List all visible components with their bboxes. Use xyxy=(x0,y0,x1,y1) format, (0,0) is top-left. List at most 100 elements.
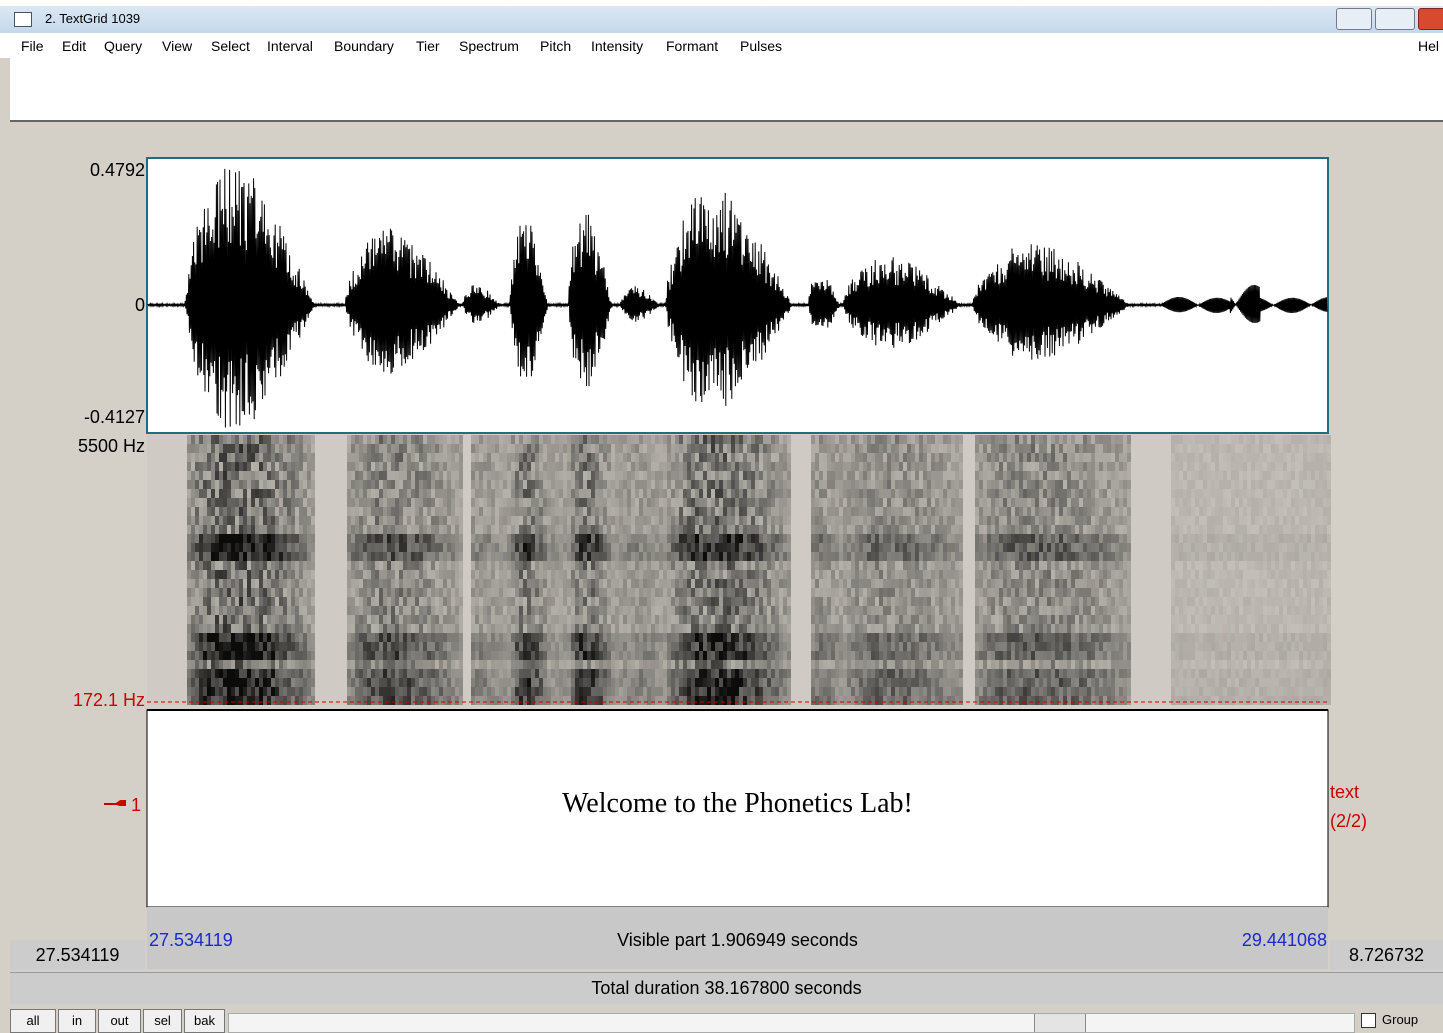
spectrogram-cell xyxy=(611,651,615,660)
spectrogram-cell xyxy=(599,525,603,534)
spectrogram-cell xyxy=(495,651,499,660)
spectrogram-cell xyxy=(411,525,415,534)
spectrogram-cell xyxy=(695,543,699,552)
spectrogram-cell xyxy=(203,435,207,444)
spectrogram-cell xyxy=(499,678,503,687)
spectrogram-cell xyxy=(235,462,239,471)
spectrogram-cell xyxy=(327,642,331,651)
spectrogram-cell xyxy=(531,642,535,651)
spectrogram-cell xyxy=(475,525,479,534)
spectrogram-cell xyxy=(331,588,335,597)
spectrogram-cell xyxy=(467,678,471,687)
spectrogram-cell xyxy=(751,687,755,696)
spectrogram-cell xyxy=(347,678,351,687)
spectrogram-cell xyxy=(463,633,467,642)
spectrogram-cell xyxy=(323,570,327,579)
spectrogram-cell xyxy=(295,525,299,534)
spectrogram-cell xyxy=(423,570,427,579)
spectrogram-cell xyxy=(415,624,419,633)
spectrogram-cell xyxy=(515,624,519,633)
spectrogram-cell xyxy=(683,444,687,453)
spectrogram-cell xyxy=(563,678,567,687)
spectrogram-cell xyxy=(639,453,643,462)
spectrogram-cell xyxy=(211,615,215,624)
spectrogram-cell xyxy=(231,687,235,696)
spectrogram-cell xyxy=(679,696,683,705)
spectrogram-cell xyxy=(735,543,739,552)
spectrogram-cell xyxy=(571,588,575,597)
spectrogram-cell xyxy=(231,678,235,687)
spectrogram-cell xyxy=(611,552,615,561)
spectrogram-cell xyxy=(555,615,559,624)
spectrogram-cell xyxy=(239,462,243,471)
spectrogram-cell xyxy=(639,489,643,498)
spectrogram-cell xyxy=(483,552,487,561)
spectrogram-cell xyxy=(767,543,771,552)
spectrogram-cell xyxy=(147,516,151,525)
spectrogram-cell xyxy=(671,435,675,444)
spectrogram-cell xyxy=(767,606,771,615)
spectrogram-cell xyxy=(559,543,563,552)
spectrogram-cell xyxy=(547,453,551,462)
spectrogram-cell xyxy=(191,480,195,489)
spectrogram-cell xyxy=(195,516,199,525)
spectrogram-cell xyxy=(347,651,351,660)
spectrogram-cell xyxy=(259,678,263,687)
spectrogram-cell xyxy=(567,579,571,588)
spectrogram-cell xyxy=(323,642,327,651)
spectrogram-cell xyxy=(631,687,635,696)
spectrogram-cell xyxy=(451,624,455,633)
spectrogram-cell xyxy=(195,489,199,498)
spectrogram-cell xyxy=(459,642,463,651)
spectrogram-cell xyxy=(703,534,707,543)
spectrogram-cell xyxy=(719,525,723,534)
spectrogram-cell xyxy=(703,435,707,444)
spectrogram-cell xyxy=(263,660,267,669)
spectrogram-cell xyxy=(223,489,227,498)
spectrogram-cell xyxy=(635,660,639,669)
spectrogram-cell xyxy=(707,588,711,597)
spectrogram-cell xyxy=(443,660,447,669)
spectrogram-cell xyxy=(383,660,387,669)
spectrogram-cell xyxy=(347,624,351,633)
spectrogram-cell xyxy=(375,561,379,570)
spectrogram-cell xyxy=(551,642,555,651)
spectrogram-cell xyxy=(283,696,287,705)
spectrogram-cell xyxy=(427,525,431,534)
spectrogram-cell xyxy=(803,588,807,597)
spectrogram-cell xyxy=(719,579,723,588)
spectrogram-cell xyxy=(331,516,335,525)
spectrogram-cell xyxy=(707,687,711,696)
spectrogram-cell xyxy=(187,525,191,534)
spectrogram-cell xyxy=(611,453,615,462)
spectrogram-cell xyxy=(319,579,323,588)
spectrogram-cell xyxy=(579,651,583,660)
spectrogram-cell xyxy=(403,561,407,570)
spectrogram-cell xyxy=(507,597,511,606)
spectrogram-cell xyxy=(467,543,471,552)
spectrogram-cell xyxy=(391,588,395,597)
spectrogram-cell xyxy=(399,471,403,480)
spectrogram-cell xyxy=(279,588,283,597)
spectrogram-cell xyxy=(311,453,315,462)
spectrogram-cell xyxy=(287,561,291,570)
spectrogram-cell xyxy=(531,543,535,552)
spectrogram-cell xyxy=(443,435,447,444)
spectrogram-cell xyxy=(643,534,647,543)
spectrogram-cell xyxy=(323,687,327,696)
spectrogram-cell xyxy=(371,642,375,651)
spectrogram-cell xyxy=(727,561,731,570)
spectrogram-cell xyxy=(507,444,511,453)
spectrogram-cell xyxy=(419,507,423,516)
spectrogram-cell xyxy=(471,570,475,579)
spectrogram-cell xyxy=(383,615,387,624)
spectrogram-cell xyxy=(679,642,683,651)
spectrogram-cell xyxy=(791,489,795,498)
spectrogram-cell xyxy=(623,525,627,534)
spectrogram-cell xyxy=(619,507,623,516)
spectrogram-cell xyxy=(523,543,527,552)
spectrogram-cell xyxy=(319,471,323,480)
spectrogram-cell xyxy=(431,471,435,480)
spectrogram-cell xyxy=(251,669,255,678)
spectrogram-cell xyxy=(395,561,399,570)
